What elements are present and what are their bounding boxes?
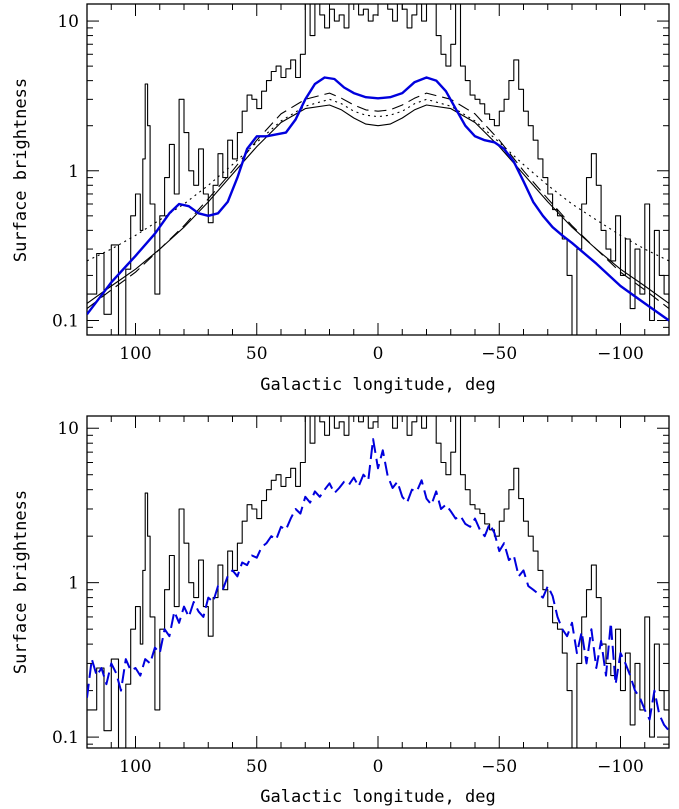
x-tick-label: 50 <box>246 344 268 364</box>
series-line-5 <box>87 76 669 322</box>
x-tick-label: 0 <box>373 344 384 364</box>
y-tick-label: 0.1 <box>52 728 79 748</box>
y-tick-label: 1 <box>68 162 79 182</box>
series-group <box>87 416 669 748</box>
y-axis-label: Surface brightness <box>11 490 31 674</box>
x-tick-label: −50 <box>481 344 517 364</box>
series-group <box>87 4 669 335</box>
series-line-2 <box>87 438 669 732</box>
y-tick-label: 0.1 <box>52 311 79 331</box>
chart-panel-top: 100 50 0 −50 −100 0.1 1 10 Galactic longitude, d… <box>11 3 670 395</box>
series-line-1 <box>87 416 669 748</box>
series-line-4 <box>87 98 669 262</box>
x-tick-label: −50 <box>481 757 517 777</box>
series-line-2 <box>87 104 669 304</box>
x-tick-label: 100 <box>119 757 151 777</box>
x-tick-label: 0 <box>373 757 384 777</box>
x-tick-label: 50 <box>246 757 268 777</box>
y-tick-label: 10 <box>57 12 79 32</box>
y-tick-label: 10 <box>57 419 79 439</box>
x-tick-label: −100 <box>597 757 644 777</box>
x-tick-label: 100 <box>119 344 151 364</box>
series-line-1 <box>87 4 669 335</box>
y-axis-label: Surface brightness <box>11 78 31 262</box>
x-axis-label: Galactic longitude, deg <box>260 375 495 395</box>
x-axis-label: Galactic longitude, deg <box>260 787 495 807</box>
y-tick-label: 1 <box>68 574 79 594</box>
x-tick-label: −100 <box>597 344 644 364</box>
chart-panel-bottom: 100 50 0 −50 −100 0.1 1 10 Galactic longitude, d… <box>11 415 670 807</box>
series-line-3 <box>87 92 669 310</box>
